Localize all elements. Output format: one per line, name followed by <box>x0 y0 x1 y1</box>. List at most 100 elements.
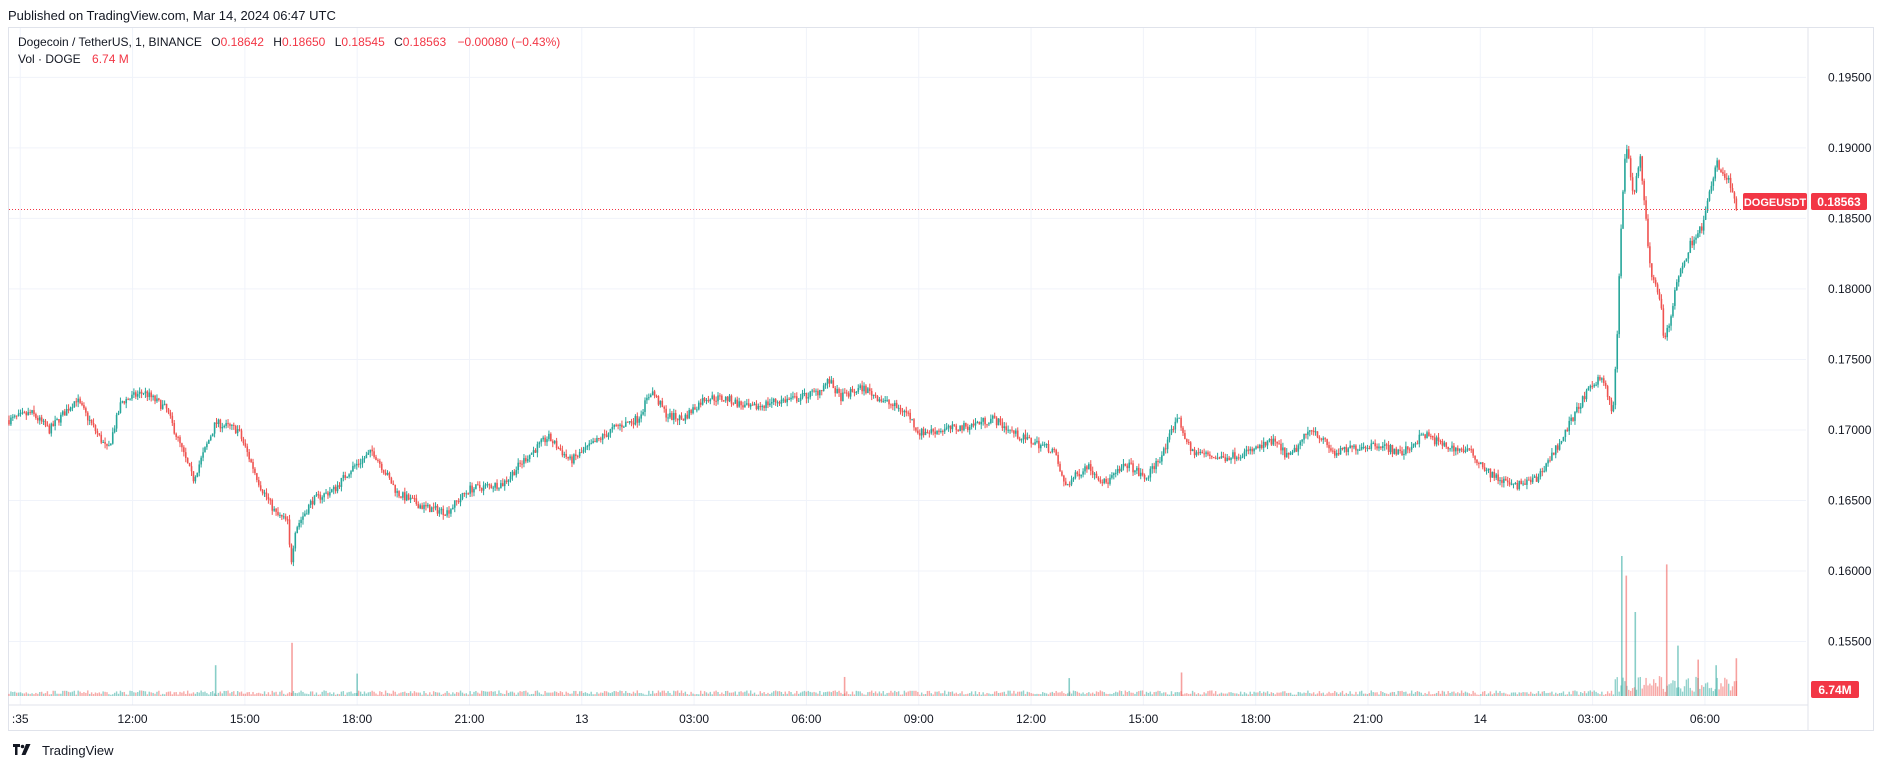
candle-body <box>219 419 222 429</box>
candle-body <box>519 462 521 464</box>
volume-bar <box>582 692 585 696</box>
volume-bar <box>1107 693 1109 696</box>
candle-body <box>1220 456 1223 459</box>
candle-body <box>1439 440 1442 442</box>
candle-body <box>1543 470 1546 472</box>
volume-bar <box>406 693 408 696</box>
volume-bar <box>138 690 141 696</box>
volume-value: 6.74 M <box>92 52 129 66</box>
candle-body <box>56 419 58 421</box>
volume-label[interactable]: Vol · DOGE <box>18 52 81 66</box>
candle-body <box>815 390 817 392</box>
volume-bar <box>83 692 85 696</box>
candle-body <box>1480 462 1482 464</box>
volume-bar <box>1364 693 1367 696</box>
volume-bar <box>546 692 548 696</box>
candle-body <box>1403 453 1405 456</box>
volume-bar <box>500 692 502 696</box>
volume-bar <box>1581 693 1584 696</box>
candle-body <box>1485 470 1488 472</box>
volume-bar <box>217 692 220 696</box>
volume-bar <box>903 690 906 696</box>
volume-bar <box>200 690 202 696</box>
candle-body <box>1520 480 1522 485</box>
candle-body <box>440 508 443 511</box>
candle-body <box>29 412 31 414</box>
price-axis[interactable]: 0.195000.190000.185000.180000.175000.170… <box>1828 70 1872 648</box>
candle-body <box>1134 470 1136 473</box>
candle-body <box>749 404 752 407</box>
volume-bar <box>1576 691 1578 696</box>
volume-bar <box>671 694 673 696</box>
candle-body <box>1643 180 1645 201</box>
volume-bar <box>37 693 39 696</box>
candle-body <box>1341 448 1344 450</box>
volume-bar <box>853 694 856 696</box>
volume-bar <box>1274 694 1276 696</box>
volume-bar <box>861 693 863 696</box>
candle-body <box>88 419 91 421</box>
volume-bar <box>311 691 314 696</box>
candle-body <box>1222 456 1225 458</box>
volume-bar <box>1718 689 1720 696</box>
volume-bar <box>757 694 760 696</box>
candle-body <box>206 443 208 448</box>
chart-pane[interactable] <box>8 27 1874 731</box>
candle-body <box>978 421 981 425</box>
volume-tag-text: 6.74M <box>1818 683 1851 697</box>
volume-bar <box>488 691 491 696</box>
volume-bar <box>1380 691 1382 696</box>
volume-bar <box>1253 691 1255 696</box>
candle-body <box>859 385 861 389</box>
volume-bar <box>1017 691 1019 696</box>
candle-body <box>884 400 886 402</box>
candle-body <box>1589 385 1592 388</box>
candle-body <box>688 410 690 419</box>
candle-body <box>963 423 965 431</box>
candle-body <box>213 422 216 434</box>
volume-bar <box>340 691 343 696</box>
volume-bar <box>1520 692 1522 696</box>
volume-bar <box>402 692 404 696</box>
volume-bar <box>427 694 429 696</box>
volume-bar <box>119 690 122 696</box>
candle-body <box>1101 482 1104 484</box>
volume-bar <box>659 692 662 696</box>
candle-body <box>1268 439 1271 441</box>
candle-body <box>1253 448 1255 452</box>
candle-body <box>1126 465 1129 469</box>
volume-bar <box>1261 693 1263 696</box>
volume-bar <box>553 691 556 696</box>
volume-bar <box>701 693 704 696</box>
volume-bar <box>897 691 900 696</box>
candle-body <box>1483 467 1486 471</box>
candle-body <box>657 396 660 405</box>
volume-bar <box>1518 692 1520 696</box>
candle-body <box>313 495 316 505</box>
candle-body <box>331 489 333 492</box>
volume-bar <box>578 691 581 696</box>
volume-bar <box>1435 692 1438 696</box>
candle-body <box>1355 445 1357 451</box>
volume-bar <box>1533 694 1536 696</box>
candle-body <box>630 421 633 423</box>
candle-body <box>404 492 406 501</box>
candle-body <box>169 412 172 416</box>
volume-bar <box>949 691 952 696</box>
candle-body <box>909 412 911 420</box>
volume-bar <box>751 693 754 696</box>
candle-body <box>250 459 252 462</box>
candle-body <box>75 401 78 403</box>
time-axis[interactable]: :35 12:00 15:00 18:00 21:00 13 03:00 06:00 09:00… <box>12 712 1720 726</box>
candle-body <box>175 433 177 437</box>
candle-body <box>319 494 322 500</box>
volume-bar <box>1272 692 1275 696</box>
candle-body <box>146 391 149 398</box>
symbol-title[interactable]: Dogecoin / TetherUS, 1, BINANCE <box>18 35 202 49</box>
volume-bar <box>1418 691 1421 696</box>
volume-bar <box>938 691 940 696</box>
candle-body <box>1566 429 1569 432</box>
volume-bar <box>840 692 842 696</box>
volume-bar <box>92 693 95 696</box>
